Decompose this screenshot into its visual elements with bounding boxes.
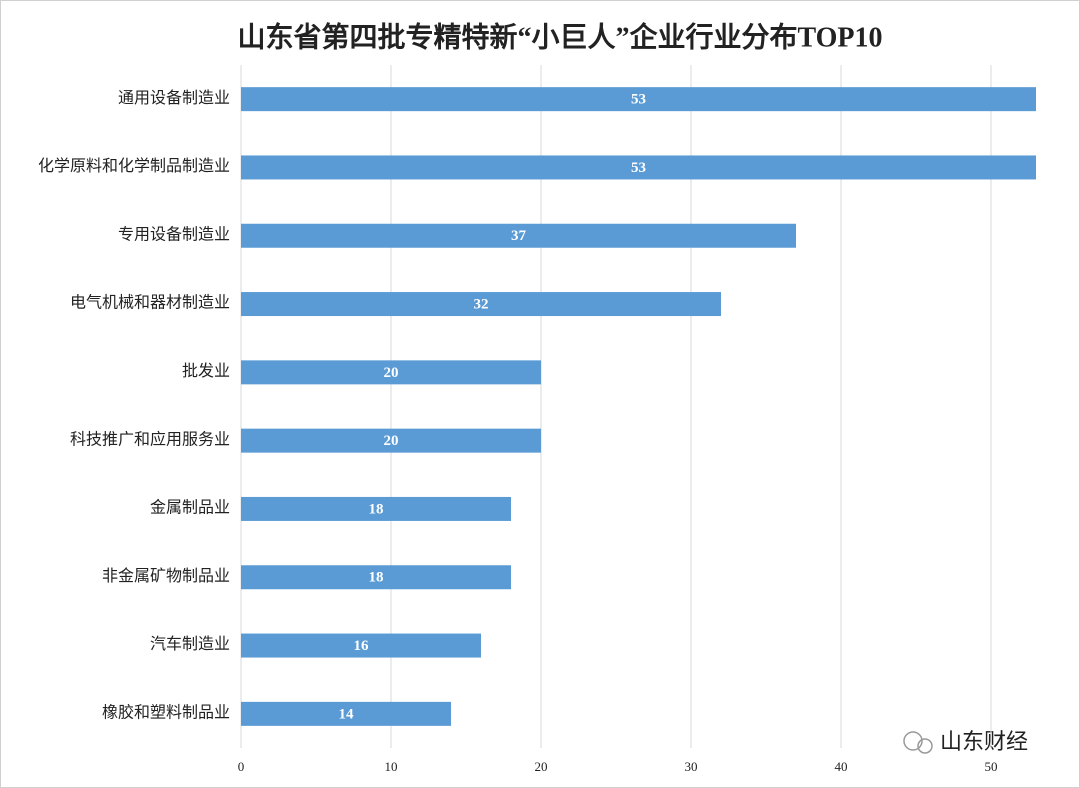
x-tick-label: 0 bbox=[238, 759, 245, 774]
y-tick-label: 橡胶和塑料制品业 bbox=[102, 704, 230, 722]
bar bbox=[241, 701, 451, 726]
data-label: 20 bbox=[384, 433, 399, 449]
y-tick-label: 汽车制造业 bbox=[150, 635, 230, 653]
bar bbox=[241, 496, 511, 521]
data-label: 37 bbox=[511, 228, 527, 244]
bar bbox=[241, 292, 721, 317]
y-tick-label: 通用设备制造业 bbox=[118, 89, 230, 107]
bar bbox=[241, 360, 541, 385]
y-tick-label: 批发业 bbox=[182, 362, 230, 380]
watermark: 山东财经 bbox=[903, 730, 1028, 755]
data-label: 18 bbox=[369, 570, 384, 586]
x-tick-label: 40 bbox=[835, 759, 848, 774]
y-tick-label: 化学原料和化学制品制造业 bbox=[38, 157, 230, 175]
y-tick-label: 非金属矿物制品业 bbox=[102, 567, 230, 585]
y-tick-label: 金属制品业 bbox=[150, 499, 230, 517]
x-tick-label: 30 bbox=[685, 759, 698, 774]
x-tick-label: 10 bbox=[385, 759, 398, 774]
y-tick-label: 专用设备制造业 bbox=[118, 225, 230, 243]
y-tick-label: 科技推广和应用服务业 bbox=[70, 429, 230, 448]
data-label: 53 bbox=[631, 160, 646, 176]
watermark-icon bbox=[917, 738, 933, 754]
bar bbox=[241, 155, 1036, 180]
bar bbox=[241, 428, 541, 453]
bar bbox=[241, 633, 481, 658]
bar bbox=[241, 565, 511, 590]
data-label: 20 bbox=[384, 365, 399, 381]
y-tick-label: 电气机械和器材制造业 bbox=[70, 294, 230, 312]
watermark-icon bbox=[903, 731, 923, 751]
data-label: 53 bbox=[631, 92, 646, 108]
data-label: 18 bbox=[369, 501, 384, 517]
x-tick-label: 20 bbox=[535, 759, 548, 774]
watermark-text: 山东财经 bbox=[940, 730, 1028, 755]
data-label: 32 bbox=[474, 296, 489, 312]
data-label: 16 bbox=[354, 638, 370, 654]
data-label: 14 bbox=[339, 706, 355, 722]
x-tick-label: 50 bbox=[985, 759, 998, 774]
chart-title: 山东省第四批专精特新“小巨人”企业行业分布TOP10 bbox=[237, 20, 882, 53]
bar bbox=[241, 223, 796, 248]
bar bbox=[241, 87, 1036, 112]
